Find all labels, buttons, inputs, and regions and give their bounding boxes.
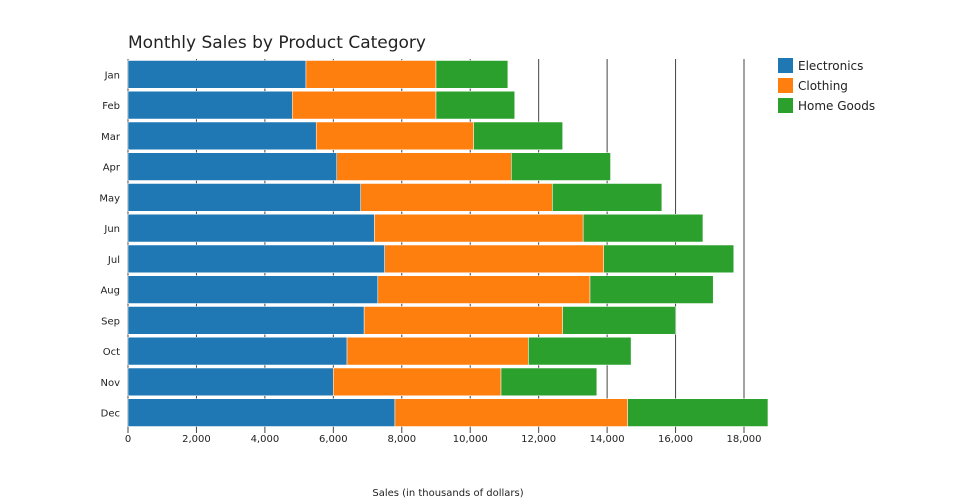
x-axis-ticks: 0 2,000 4,000 6,000 8,000 10,000 12,000 14,000 1…	[125, 428, 762, 445]
bar-home-goods-sep[interactable]	[562, 306, 676, 335]
x-tick-label: 0	[125, 434, 131, 445]
x-tick-label: 6,000	[319, 434, 348, 445]
bar-clothing-mar[interactable]	[315, 121, 474, 150]
bar-clothing-oct[interactable]	[346, 337, 529, 366]
bar-clothing-aug[interactable]	[377, 275, 591, 304]
y-tick-label: Mar	[101, 132, 121, 143]
y-tick-label: Jul	[107, 255, 120, 266]
bar-electronics-may[interactable]	[127, 183, 361, 212]
legend-label[interactable]: Home Goods	[798, 99, 875, 113]
x-tick-label: 12,000	[521, 434, 556, 445]
bar-home-goods-jan[interactable]	[435, 60, 509, 89]
bar-home-goods-dec[interactable]	[627, 398, 769, 427]
bar-electronics-jul[interactable]	[127, 244, 385, 273]
y-tick-label: Jan	[104, 70, 120, 81]
bar-electronics-oct[interactable]	[127, 337, 348, 366]
x-tick-label: 18,000	[727, 434, 762, 445]
bar-home-goods-apr[interactable]	[511, 152, 611, 181]
x-axis-label: Sales (in thousands of dollars)	[372, 488, 523, 499]
bar-clothing-nov[interactable]	[333, 367, 502, 396]
bars	[127, 60, 769, 427]
legend-swatch[interactable]	[778, 78, 793, 93]
bar-electronics-apr[interactable]	[127, 152, 338, 181]
y-tick-label: Feb	[102, 101, 120, 112]
y-tick-label: Oct	[103, 347, 120, 358]
bar-home-goods-may[interactable]	[552, 183, 663, 212]
chart-title: Monthly Sales by Product Category	[128, 33, 426, 53]
legend-label[interactable]: Clothing	[798, 79, 848, 93]
bar-electronics-mar[interactable]	[127, 121, 317, 150]
bar-clothing-jul[interactable]	[384, 244, 604, 273]
bar-home-goods-jun[interactable]	[582, 214, 704, 243]
bar-clothing-jan[interactable]	[305, 60, 437, 89]
x-tick-label: 8,000	[387, 434, 416, 445]
bar-clothing-feb[interactable]	[292, 91, 437, 120]
legend-swatch[interactable]	[778, 58, 793, 73]
bar-home-goods-jul[interactable]	[603, 244, 734, 273]
x-tick-label: 2,000	[182, 434, 211, 445]
gridlines	[127, 59, 745, 428]
x-tick-label: 14,000	[590, 434, 625, 445]
y-tick-label: Apr	[103, 163, 121, 174]
y-tick-label: May	[99, 193, 120, 204]
bar-clothing-sep[interactable]	[363, 306, 563, 335]
bar-electronics-jan[interactable]	[127, 60, 307, 89]
bar-electronics-dec[interactable]	[127, 398, 396, 427]
bar-clothing-jun[interactable]	[374, 214, 584, 243]
bar-clothing-may[interactable]	[360, 183, 553, 212]
y-tick-label: Dec	[101, 409, 120, 420]
x-tick-label: 10,000	[453, 434, 488, 445]
bar-electronics-feb[interactable]	[127, 91, 293, 120]
legend-swatch[interactable]	[778, 98, 793, 113]
bar-home-goods-feb[interactable]	[435, 91, 515, 120]
bar-home-goods-nov[interactable]	[500, 367, 598, 396]
bar-electronics-jun[interactable]	[127, 214, 375, 243]
legend: Electronics Clothing Home Goods	[778, 58, 875, 113]
bar-home-goods-aug[interactable]	[589, 275, 714, 304]
bar-home-goods-oct[interactable]	[528, 337, 632, 366]
y-tick-label: Nov	[100, 378, 120, 389]
x-tick-label: 16,000	[658, 434, 693, 445]
bar-electronics-aug[interactable]	[127, 275, 379, 304]
y-tick-label: Sep	[101, 316, 120, 327]
bar-electronics-nov[interactable]	[127, 367, 334, 396]
bar-clothing-dec[interactable]	[394, 398, 628, 427]
y-tick-label: Jun	[103, 224, 120, 235]
y-axis-ticks: Jan Feb Mar Apr May Jun Jul Aug Sep Oct Nov Dec	[99, 70, 121, 419]
legend-label[interactable]: Electronics	[798, 59, 863, 73]
bar-clothing-apr[interactable]	[336, 152, 512, 181]
x-tick-label: 4,000	[251, 434, 280, 445]
y-tick-label: Aug	[100, 286, 120, 297]
bar-home-goods-mar[interactable]	[473, 121, 563, 150]
bar-electronics-sep[interactable]	[127, 306, 365, 335]
